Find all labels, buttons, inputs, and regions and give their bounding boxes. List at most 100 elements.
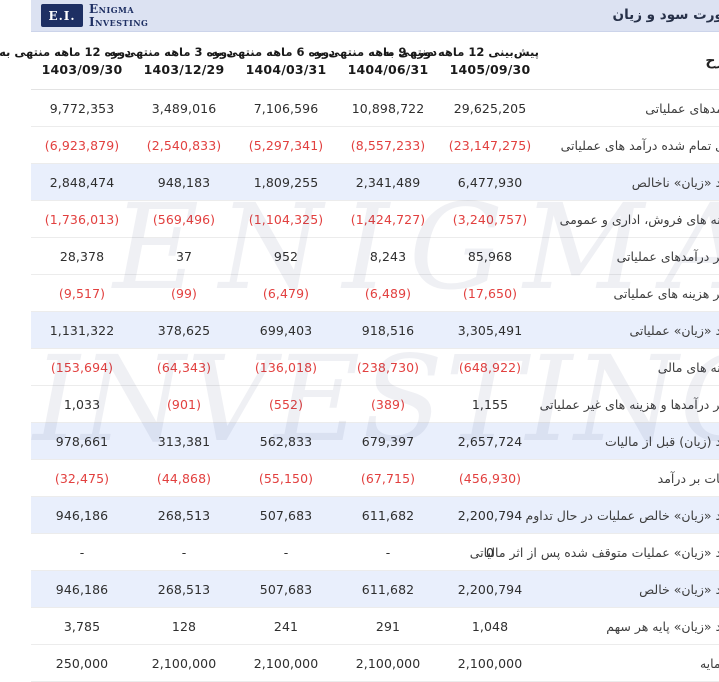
cell-value: -	[306, 534, 408, 571]
cell-value: (5,297,341)	[204, 127, 306, 164]
cell-value: 37	[102, 238, 204, 275]
row-label: سود (زیان) قبل از مالیات	[510, 423, 719, 460]
cell-value: 6,477,930	[408, 164, 510, 201]
row-label: درآمدهای عملیاتی	[510, 90, 719, 127]
period-column-header: دوره 6 ماهه منتهی به 1404/03/31	[204, 32, 306, 90]
table-row: سود «زیان» خالص 2,200,794 611,682 507,683 26…	[0, 571, 719, 608]
table-row: سود «زیان» ناخالص 6,477,930 2,341,489 1,809…	[0, 164, 719, 201]
cell-value: (67,715)	[306, 460, 408, 497]
cell-value: 2,100,000	[102, 645, 204, 682]
cell-value: 952	[204, 238, 306, 275]
table-row: سود «زیان» عملیات متوقف شده پس از اثر ما…	[0, 534, 719, 571]
row-label: سود «زیان» خالص	[510, 571, 719, 608]
period-date: 1403/12/29	[104, 62, 202, 77]
cell-value: 85,968	[408, 238, 510, 275]
cell-value: 268,513	[102, 571, 204, 608]
cell-value: -	[0, 534, 102, 571]
cell-value: (44,868)	[102, 460, 204, 497]
cell-value: 28,378	[0, 238, 102, 275]
profit-loss-report: صورت سود و زیان E.I. Enigma Investing شر…	[0, 0, 719, 682]
row-label: سایر درآمدهای عملیاتی	[510, 238, 719, 275]
cell-value: (901)	[102, 386, 204, 423]
table-row: سایر هزینه های عملیاتی (17,650) (6,489) (6,…	[0, 275, 719, 312]
row-label: سایر هزینه های عملیاتی	[510, 275, 719, 312]
row-label: سود «زیان» عملیات متوقف شده پس از اثر ما…	[510, 534, 719, 571]
table-row: سود «زیان» خالص عملیات در حال تداوم 2,200…	[0, 497, 719, 534]
cell-value: 3,489,016	[102, 90, 204, 127]
period-label: دوره 6 ماهه منتهی به	[206, 45, 304, 59]
table-row: سود «زیان» پایه هر سهم 1,048 291 241 128 3,78…	[0, 608, 719, 645]
cell-value: 29,625,205	[408, 90, 510, 127]
cell-value: 978,661	[0, 423, 102, 460]
table-row: درآمدهای عملیاتی 29,625,205 10,898,722 7,10…	[0, 90, 719, 127]
cell-value: 9,772,353	[0, 90, 102, 127]
cell-value: 611,682	[306, 497, 408, 534]
cell-value: 611,682	[306, 571, 408, 608]
cell-value: 8,243	[306, 238, 408, 275]
cell-value: 948,183	[102, 164, 204, 201]
row-label: سایر درآمدها و هزینه های غیر عملیاتی	[510, 386, 719, 423]
cell-value: 507,683	[204, 571, 306, 608]
cell-value: 250,000	[0, 645, 102, 682]
period-label: دوره 9 ماهه منتهی به	[308, 45, 406, 59]
period-date: 1404/06/31	[308, 62, 406, 77]
cell-value: (1,736,013)	[0, 201, 102, 238]
cell-value: (55,150)	[204, 460, 306, 497]
period-label: دوره 12 ماهه منتهی به	[2, 45, 100, 59]
row-label: سود «زیان» خالص عملیات در حال تداوم	[510, 497, 719, 534]
cell-value: (3,240,757)	[408, 201, 510, 238]
cell-value: (153,694)	[0, 349, 102, 386]
brand-monogram: E.I.	[10, 4, 52, 27]
cell-value: 2,657,724	[408, 423, 510, 460]
cell-value: 918,516	[306, 312, 408, 349]
cell-value: 3,785	[0, 608, 102, 645]
cell-value: (1,424,727)	[306, 201, 408, 238]
cell-value: 128	[102, 608, 204, 645]
row-label: مالیات بر درآمد	[510, 460, 719, 497]
cell-value: -	[102, 534, 204, 571]
cell-value: 241	[204, 608, 306, 645]
cell-value: (569,496)	[102, 201, 204, 238]
cell-value: 562,833	[204, 423, 306, 460]
cell-value: 7,106,596	[204, 90, 306, 127]
table-row: سایر درآمدهای عملیاتی 85,968 8,243 952 37 28,…	[0, 238, 719, 275]
period-date: 1404/03/31	[206, 62, 304, 77]
cell-value: (6,489)	[306, 275, 408, 312]
cell-value: (32,475)	[0, 460, 102, 497]
cell-value: 378,625	[102, 312, 204, 349]
period-column-header: دوره 3 ماهه منتهی به 1403/12/29	[102, 32, 204, 90]
description-column-header: شرح	[510, 32, 719, 90]
cell-value: (23,147,275)	[408, 127, 510, 164]
row-label: هزینه های فروش، اداری و عمومی	[510, 201, 719, 238]
cell-value: (1,104,325)	[204, 201, 306, 238]
period-column-header: پیش‌بینی 12 ماهه منتهی به 1405/09/30	[408, 32, 510, 90]
row-label: سود «زیان» عملیاتی	[510, 312, 719, 349]
cell-value: 679,397	[306, 423, 408, 460]
row-label: سود «زیان» ناخالص	[510, 164, 719, 201]
cell-value: 1,131,322	[0, 312, 102, 349]
period-column-header: دوره 12 ماهه منتهی به 1403/09/30	[0, 32, 102, 90]
brand-name-line1: Enigma	[58, 3, 117, 16]
cell-value: -	[204, 534, 306, 571]
cell-value: (9,517)	[0, 275, 102, 312]
page-title: صورت سود و زیان	[582, 9, 705, 23]
period-label: پیش‌بینی 12 ماهه منتهی به	[410, 45, 508, 59]
row-label: بهای تمام شده درآمد های عملیاتی	[510, 127, 719, 164]
table-row: مالیات بر درآمد (456,930) (67,715) (55,150)…	[0, 460, 719, 497]
cell-value: (552)	[204, 386, 306, 423]
cell-value: (389)	[306, 386, 408, 423]
income-statement-table: شرح پیش‌بینی 12 ماهه منتهی به 1405/09/30 دو…	[0, 32, 719, 682]
cell-value: (99)	[102, 275, 204, 312]
row-label: سرمایه	[510, 645, 719, 682]
cell-value: (2,540,833)	[102, 127, 204, 164]
cell-value: 2,341,489	[306, 164, 408, 201]
cell-value: (136,018)	[204, 349, 306, 386]
cell-value: 1,155	[408, 386, 510, 423]
cell-value: 1,033	[0, 386, 102, 423]
cell-value: 10,898,722	[306, 90, 408, 127]
table-row: سود (زیان) قبل از مالیات 2,657,724 679,397…	[0, 423, 719, 460]
cell-value: (17,650)	[408, 275, 510, 312]
period-column-header: دوره 9 ماهه منتهی به 1404/06/31	[306, 32, 408, 90]
cell-value: 3,305,491	[408, 312, 510, 349]
table-row: سایر درآمدها و هزینه های غیر عملیاتی 1,15…	[0, 386, 719, 423]
